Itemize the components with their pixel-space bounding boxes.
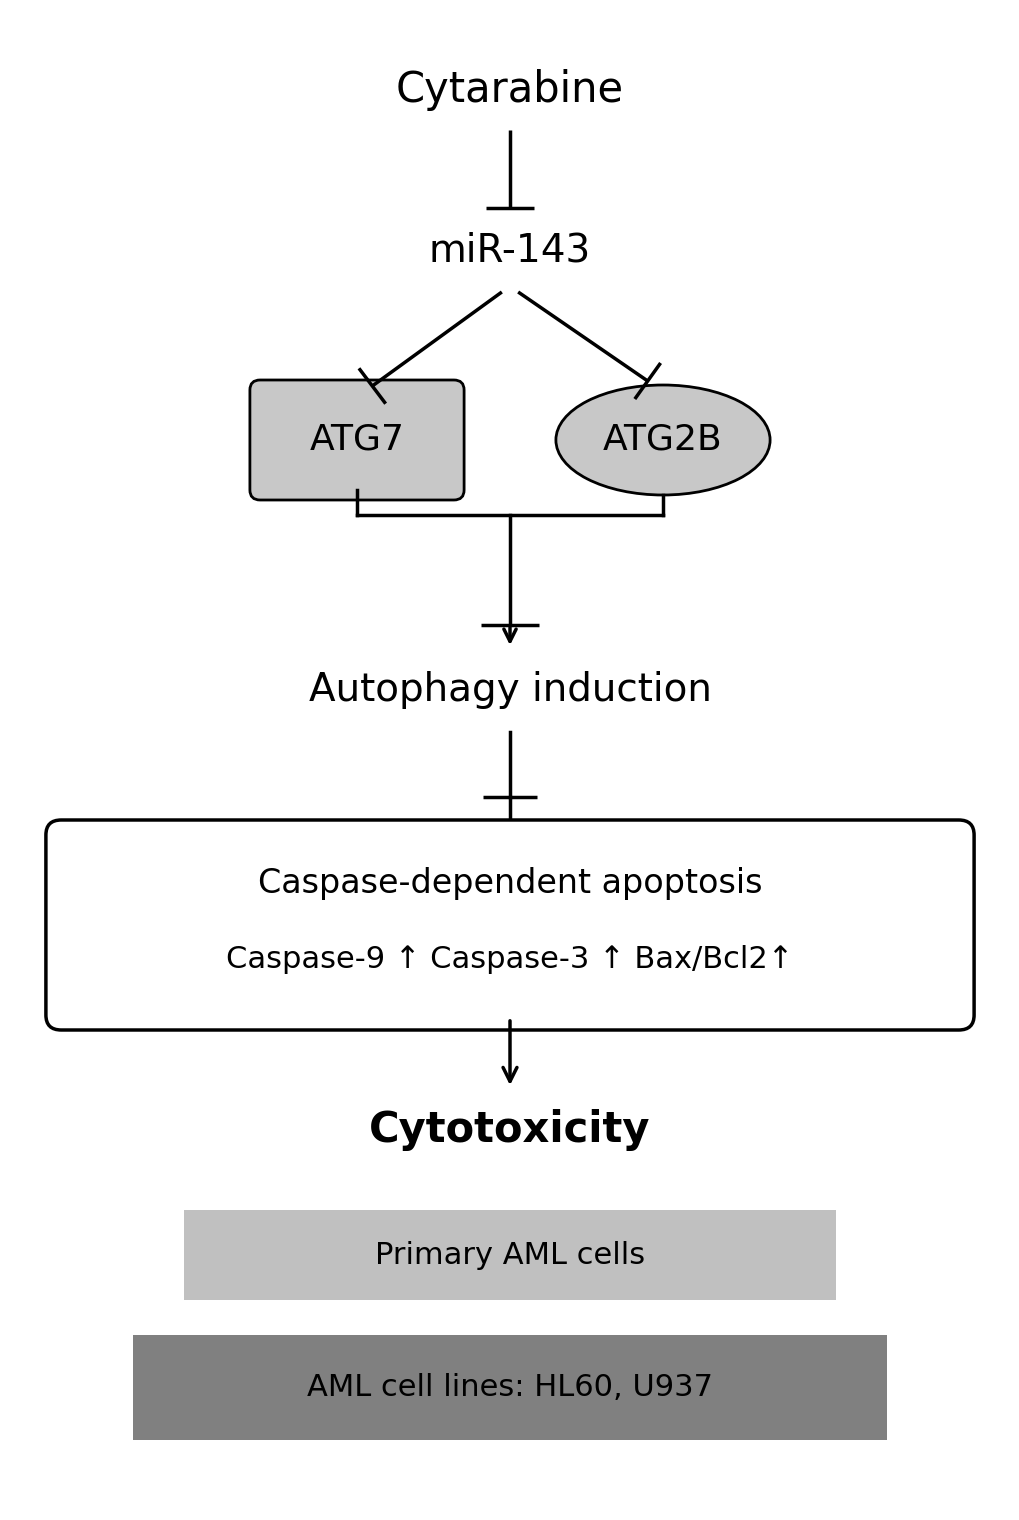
Text: ATG2B: ATG2B	[602, 423, 722, 458]
FancyBboxPatch shape	[183, 1210, 836, 1300]
Text: Cytarabine: Cytarabine	[395, 68, 624, 111]
Text: AML cell lines: HL60, U937: AML cell lines: HL60, U937	[307, 1373, 712, 1401]
Text: miR-143: miR-143	[428, 231, 591, 269]
Text: Primary AML cells: Primary AML cells	[375, 1240, 644, 1269]
FancyBboxPatch shape	[132, 1335, 887, 1439]
FancyBboxPatch shape	[46, 819, 973, 1031]
Text: Caspase-dependent apoptosis: Caspase-dependent apoptosis	[258, 866, 761, 900]
Text: ATG7: ATG7	[309, 423, 405, 458]
Ellipse shape	[555, 385, 769, 496]
FancyBboxPatch shape	[250, 380, 464, 500]
Text: Caspase-9 ↑ Caspase-3 ↑ Bax/Bcl2↑: Caspase-9 ↑ Caspase-3 ↑ Bax/Bcl2↑	[226, 945, 793, 974]
Text: Autophagy induction: Autophagy induction	[309, 670, 710, 708]
Text: Cytotoxicity: Cytotoxicity	[369, 1110, 650, 1151]
